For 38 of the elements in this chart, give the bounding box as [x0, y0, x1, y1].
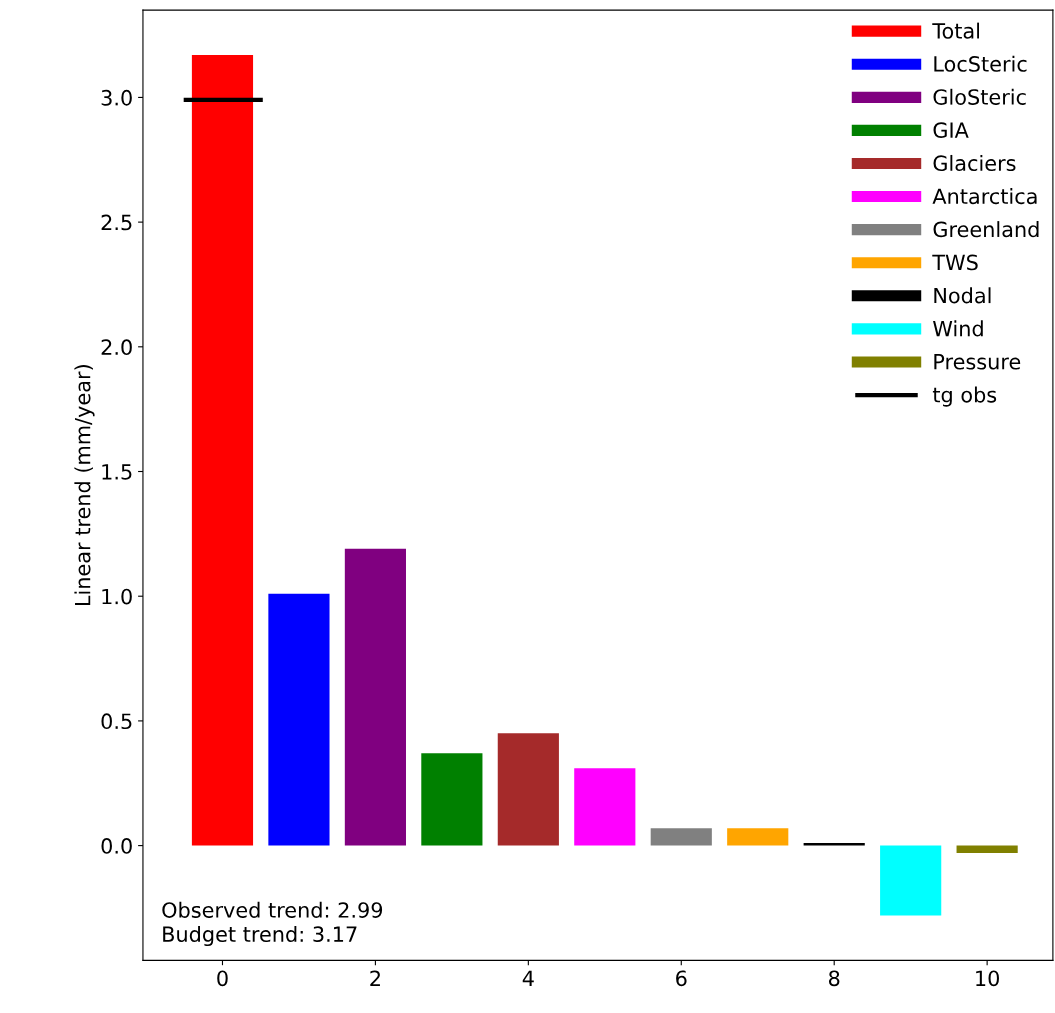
bar	[880, 845, 942, 916]
bar	[803, 843, 865, 846]
bar	[727, 828, 789, 846]
y-tick-label: 2.0	[101, 339, 132, 356]
legend-label: GloSteric	[933, 88, 1026, 105]
x-tick-label: 10	[976, 970, 999, 987]
x-tick-label: 0	[217, 970, 228, 987]
y-tick-label: 3.0	[101, 89, 132, 106]
legend-label: Total	[932, 22, 980, 39]
bar	[268, 593, 330, 846]
x-tick-label: 2	[370, 970, 380, 986]
y-axis-title: Linear trend (mm/year)	[74, 365, 95, 606]
y-tick-label: 2.5	[101, 214, 132, 231]
legend-label: Nodal	[934, 287, 991, 304]
legend-label: LocSteric	[934, 55, 1027, 72]
bar	[191, 55, 254, 846]
x-tick-label: 4	[522, 970, 534, 986]
y-tick-label: 0.0	[101, 838, 132, 854]
legend-label: Antarctica	[932, 188, 1037, 205]
legend-label: Glaciers	[933, 154, 1016, 172]
x-tick-label: 8	[828, 970, 840, 987]
legend-label: Pressure	[934, 354, 1021, 370]
bar	[497, 733, 559, 846]
y-tick-label: 0.5	[101, 713, 132, 730]
y-tick-label: 1.0	[102, 588, 132, 605]
annotation: Observed trend: 2.99 Budget trend: 3.17	[162, 901, 383, 947]
bar	[574, 768, 636, 846]
legend-label: TWS	[932, 254, 978, 271]
x-tick-label: 6	[676, 970, 687, 987]
legend-label: tg obs	[932, 386, 997, 407]
y-tick-label: 1.5	[102, 464, 132, 480]
bar	[650, 828, 712, 846]
bar	[421, 753, 483, 846]
legend-label: GIA	[933, 122, 969, 138]
legend-label: Greenland	[933, 221, 1039, 238]
legend-label: Wind	[933, 320, 983, 337]
bar	[956, 845, 1018, 854]
bar	[344, 548, 406, 846]
